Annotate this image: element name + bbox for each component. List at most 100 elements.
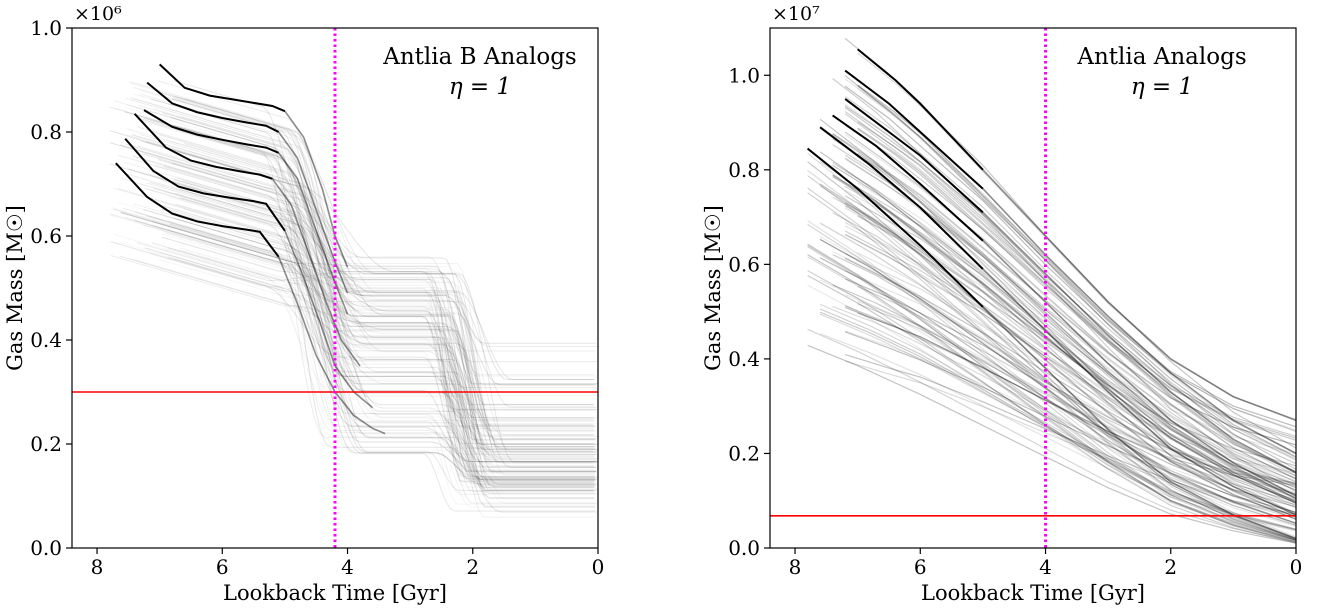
x-tick-label: 4 — [1039, 555, 1052, 579]
ensemble-track — [118, 154, 595, 481]
ensemble-track — [844, 170, 1296, 485]
ensemble-track — [844, 354, 1296, 515]
ensemble-track — [857, 127, 1296, 439]
ensemble-track — [807, 169, 1296, 541]
ensemble-track — [832, 133, 1296, 499]
ensemble-track — [844, 306, 1296, 508]
ensemble-track — [844, 305, 1296, 503]
ensemble-track — [131, 134, 598, 450]
y-axis-ticks: 0.0 0.2 0.4 0.6 0.8 1.0 — [728, 63, 770, 560]
highlighted-track — [844, 98, 984, 214]
ensemble-track — [168, 196, 595, 481]
ensemble-track — [158, 133, 595, 381]
highlighted-track-tail — [284, 110, 349, 268]
ensemble-track — [179, 188, 596, 428]
panel-antlia: 8 6 4 2 0 0.0 0.2 0.4 0.6 0.8 1.0 ×10⁷ Lookback T… — [701, 3, 1302, 605]
highlighted-track — [806, 147, 984, 308]
y-tick-label: 1.0 — [30, 16, 62, 40]
ensemble-track — [832, 132, 1296, 499]
x-tick-label: 2 — [1164, 555, 1177, 579]
ensemble-track — [844, 131, 1296, 480]
highlighted-track-tail — [982, 188, 1296, 455]
ensemble-track — [152, 242, 594, 406]
highlighted-tracks — [806, 48, 1296, 540]
ensemble-track — [142, 224, 594, 489]
ensemble-track — [169, 223, 596, 441]
x-tick-label: 8 — [91, 555, 104, 579]
ensemble-track — [174, 95, 596, 468]
highlighted-track-tail — [271, 178, 361, 367]
ensemble-track — [162, 112, 594, 491]
y-axis-ticks: 0.0 0.2 0.4 0.6 0.8 1.0 — [30, 16, 72, 560]
ensemble-track — [156, 91, 598, 481]
highlighted-track — [115, 162, 280, 258]
highlighted-tracks — [115, 63, 386, 435]
x-tick-label: 0 — [1290, 555, 1303, 579]
ensemble-track — [819, 303, 1296, 530]
ensemble-track — [162, 236, 594, 426]
ensemble-track — [174, 203, 596, 494]
ensemble-track — [132, 203, 594, 492]
ensemble-track — [844, 360, 1296, 517]
ensemble-track — [134, 211, 596, 485]
ensemble-track — [857, 182, 1296, 455]
highlighted-track-tail — [982, 306, 1296, 540]
x-tick-label: 6 — [216, 555, 229, 579]
ensemble-track — [112, 208, 594, 485]
ensemble-track — [174, 192, 596, 444]
ensemble-track — [125, 143, 597, 473]
ensemble-track — [807, 328, 1296, 543]
x-axis-label: Lookback Time [Gyr] — [921, 581, 1145, 605]
y-multiplier-label: ×10⁷ — [772, 3, 820, 25]
ensemble-track — [132, 155, 595, 488]
ensemble-track — [169, 209, 596, 512]
ensemble-track — [807, 344, 1296, 544]
ensemble-track — [124, 111, 596, 445]
ensemble-track — [125, 216, 597, 480]
ensemble-track — [807, 256, 1296, 543]
ensemble-track — [844, 205, 1296, 482]
ensemble-track — [173, 97, 595, 406]
x-tick-label: 2 — [466, 555, 479, 579]
annotation-eta: η = 1 — [449, 74, 511, 100]
highlighted-track — [832, 114, 984, 242]
ensemble-track — [857, 121, 1296, 437]
ensemble-track — [171, 98, 598, 478]
ensemble-track — [807, 175, 1296, 539]
y-tick-label: 0.2 — [728, 441, 760, 465]
ensemble-track — [128, 82, 595, 421]
y-tick-label: 0.0 — [30, 536, 62, 560]
ensemble-track — [178, 249, 595, 508]
ensemble-track — [119, 255, 596, 440]
ensemble-track — [120, 177, 597, 453]
ensemble-track — [141, 153, 598, 463]
y-tick-label: 0.8 — [728, 158, 760, 182]
highlighted-track-tail — [982, 211, 1296, 474]
ensemble-track — [844, 113, 1296, 477]
ensemble-track — [857, 154, 1296, 446]
ensemble-track — [151, 220, 598, 384]
ensemble-track — [127, 104, 594, 479]
ensemble-track — [844, 257, 1296, 501]
ensemble-track — [109, 214, 596, 450]
ensemble-track — [844, 78, 1296, 454]
ensemble-track — [161, 208, 598, 462]
ensemble-track — [110, 255, 597, 389]
ensemble-track — [145, 141, 597, 463]
ensemble-track — [143, 208, 595, 457]
highlighted-track-tail — [284, 230, 374, 409]
highlighted-track — [158, 63, 286, 113]
ensemble-track — [180, 116, 597, 455]
ensemble-track — [807, 270, 1296, 544]
ensemble-track — [819, 238, 1296, 525]
ensemble-track — [158, 159, 595, 499]
y-tick-label: 0.0 — [728, 536, 760, 560]
ensemble-track — [146, 182, 598, 451]
x-tick-label: 8 — [789, 555, 802, 579]
ensemble-track — [117, 188, 594, 430]
x-axis-ticks: 8 6 4 2 0 — [789, 548, 1303, 579]
ensemble-track — [832, 251, 1296, 514]
highlighted-track-tail — [982, 268, 1296, 516]
